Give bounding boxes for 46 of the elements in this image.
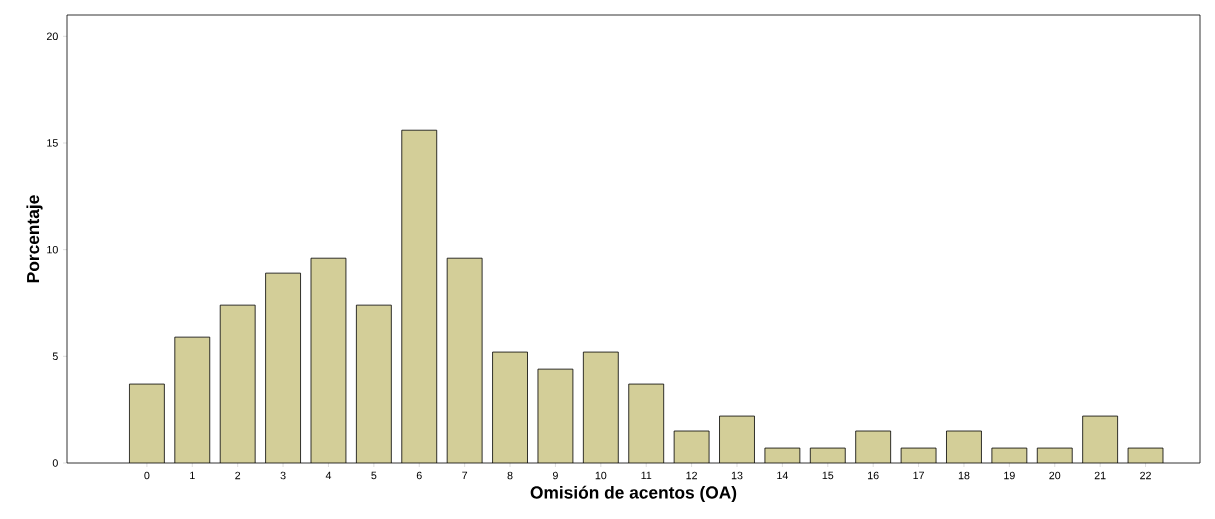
bar bbox=[946, 431, 982, 463]
x-tick-label: 15 bbox=[822, 471, 834, 480]
y-tick-label: 0 bbox=[52, 459, 58, 467]
x-tick-label: 1 bbox=[190, 471, 195, 480]
x-tick-label: 18 bbox=[958, 471, 970, 480]
bar bbox=[855, 431, 891, 463]
x-tick-label: 9 bbox=[552, 471, 558, 480]
bar bbox=[628, 384, 664, 463]
bar bbox=[447, 258, 483, 463]
x-tick-label: 6 bbox=[416, 471, 422, 480]
x-tick-label: 0 bbox=[144, 471, 150, 480]
bar bbox=[265, 273, 301, 463]
bar bbox=[719, 416, 755, 463]
bar bbox=[401, 130, 437, 463]
x-tick-label: 20 bbox=[1049, 471, 1061, 480]
y-tick-label: 15 bbox=[47, 139, 58, 147]
bar bbox=[583, 352, 619, 463]
x-tick-label: 5 bbox=[371, 471, 377, 480]
x-tick-label: 8 bbox=[507, 471, 513, 480]
x-tick-label: 22 bbox=[1140, 471, 1151, 480]
y-tick-label: 20 bbox=[46, 32, 58, 41]
x-tick-label: 12 bbox=[686, 471, 697, 480]
x-tick-label: 3 bbox=[280, 471, 286, 480]
x-axis-title: Omisión de acentos (OA) bbox=[530, 485, 737, 503]
x-tick-label: 17 bbox=[913, 471, 924, 480]
bar bbox=[129, 384, 165, 463]
bar bbox=[1082, 416, 1118, 463]
x-tick-label: 11 bbox=[641, 471, 652, 480]
bar bbox=[174, 337, 210, 463]
x-tick-label: 4 bbox=[325, 471, 332, 480]
bar bbox=[356, 305, 392, 463]
y-tick-label: 10 bbox=[47, 245, 58, 254]
x-tick-label: 2 bbox=[235, 471, 241, 480]
bar bbox=[310, 258, 346, 463]
x-tick-label: 21 bbox=[1094, 471, 1106, 480]
bar bbox=[492, 352, 528, 463]
x-tick-label: 10 bbox=[595, 471, 607, 480]
y-tick-label: 5 bbox=[52, 352, 58, 361]
x-tick-label: 16 bbox=[868, 471, 879, 480]
x-tick-label: 13 bbox=[731, 471, 743, 480]
x-tick-label: 14 bbox=[777, 471, 789, 480]
x-tick-label: 19 bbox=[1004, 471, 1015, 480]
x-tick-label: 7 bbox=[462, 471, 468, 480]
y-axis-title: Porcentaje bbox=[26, 195, 43, 283]
bar bbox=[537, 369, 573, 463]
bar bbox=[220, 305, 256, 463]
